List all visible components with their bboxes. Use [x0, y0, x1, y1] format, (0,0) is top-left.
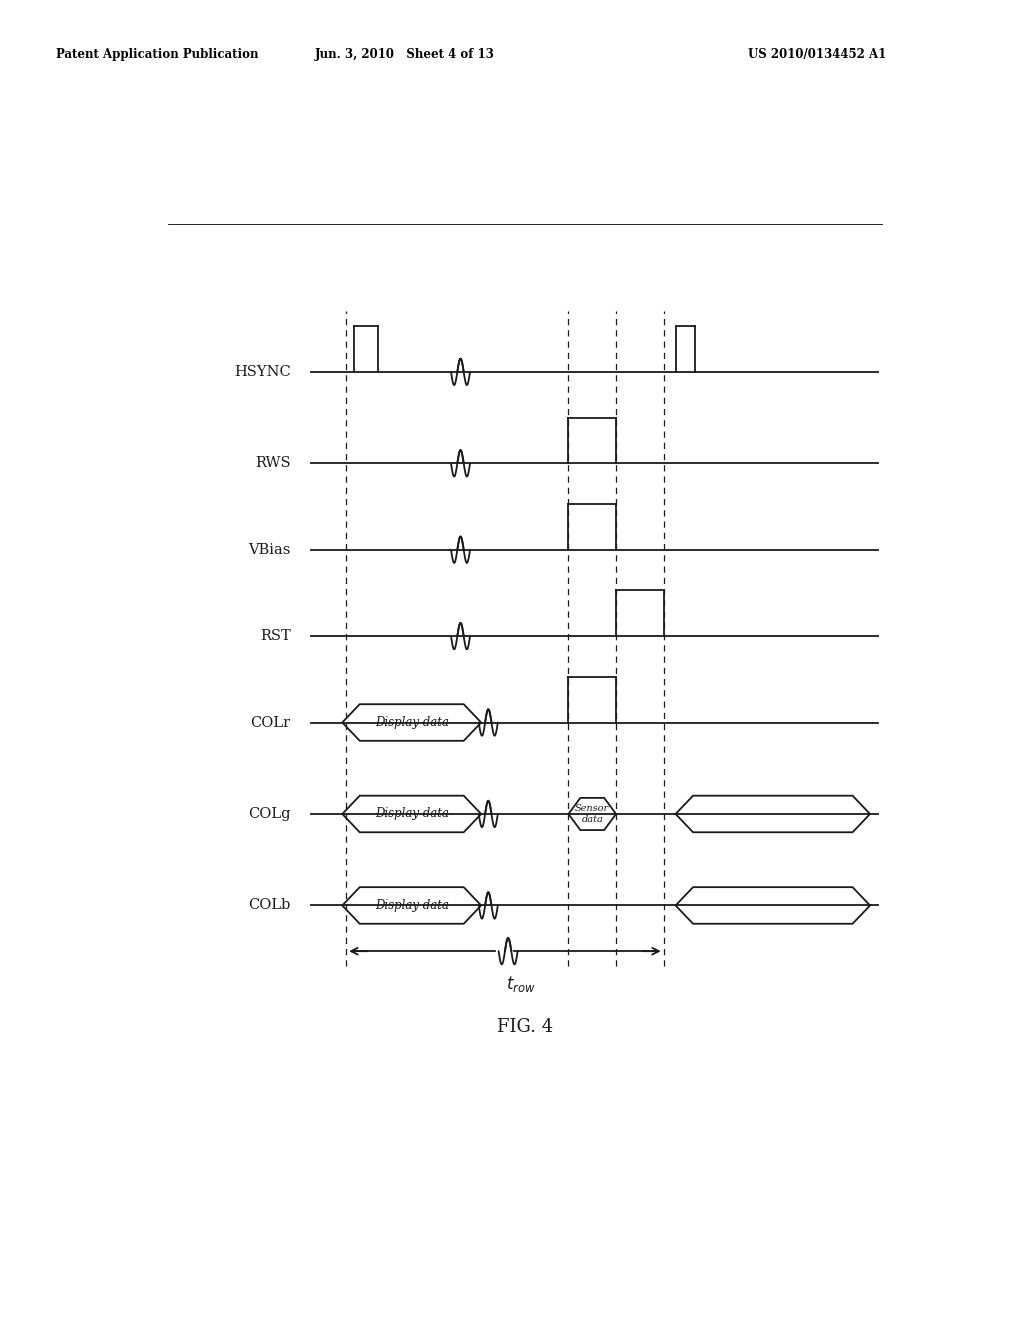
Text: RST: RST — [260, 630, 291, 643]
Text: COLr: COLr — [251, 715, 291, 730]
Text: Display data: Display data — [375, 808, 449, 821]
Text: RWS: RWS — [255, 457, 291, 470]
Text: COLb: COLb — [248, 899, 291, 912]
Text: Display data: Display data — [375, 899, 449, 912]
Text: US 2010/0134452 A1: US 2010/0134452 A1 — [748, 48, 886, 61]
Text: VBias: VBias — [248, 543, 291, 557]
Text: Patent Application Publication: Patent Application Publication — [56, 48, 259, 61]
Text: HSYNC: HSYNC — [233, 364, 291, 379]
Text: COLg: COLg — [248, 807, 291, 821]
Text: Sensor
data: Sensor data — [575, 804, 609, 824]
Text: $t_{row}$: $t_{row}$ — [506, 974, 536, 994]
Text: Display data: Display data — [375, 715, 449, 729]
Text: Jun. 3, 2010   Sheet 4 of 13: Jun. 3, 2010 Sheet 4 of 13 — [314, 48, 495, 61]
Text: FIG. 4: FIG. 4 — [497, 1019, 553, 1036]
